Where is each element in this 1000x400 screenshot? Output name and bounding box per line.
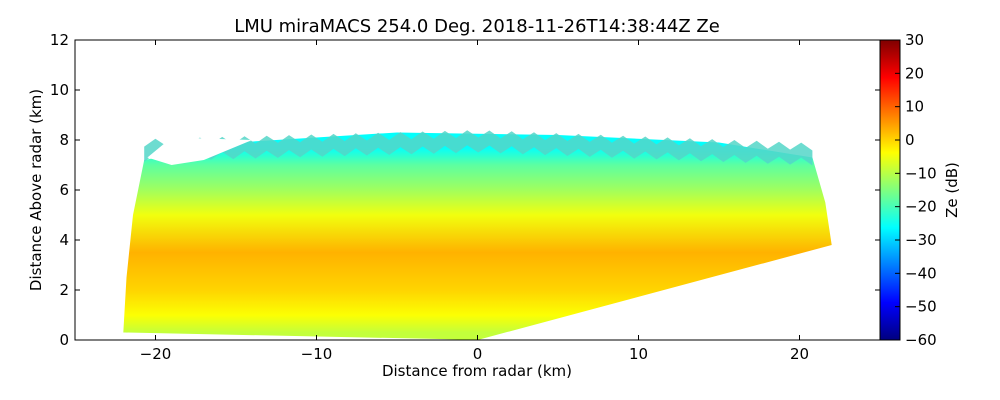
reflectivity-echo — [123, 132, 832, 340]
y-axis: 0 2 4 6 8 10 12 — [50, 31, 880, 349]
y-tick-label: 10 — [50, 81, 69, 99]
y-tick-label: 12 — [50, 31, 69, 49]
x-axis-label: Distance from radar (km) — [382, 362, 572, 380]
colorbar — [879, 39, 901, 341]
x-tick-label: 20 — [790, 345, 809, 363]
cloud-top-fringe — [144, 130, 813, 166]
x-tick-label: −20 — [140, 345, 172, 363]
colorbar-tick-label: 20 — [905, 64, 924, 82]
colorbar-tick-label: −10 — [905, 164, 937, 182]
x-axis: −20 −10 0 10 20 — [140, 40, 809, 363]
colorbar-axis: 30 20 10 0 −10 −20 −30 −40 −50 −60 — [895, 31, 937, 349]
colorbar-tick-label: −60 — [905, 331, 937, 349]
colorbar-tick-label: −20 — [905, 198, 937, 216]
colorbar-tick-label: −30 — [905, 231, 937, 249]
echo-layer — [123, 130, 832, 340]
x-tick-label: 10 — [629, 345, 648, 363]
y-tick-label: 2 — [59, 281, 69, 299]
y-tick-label: 8 — [59, 131, 69, 149]
colorbar-tick-label: 0 — [905, 131, 915, 149]
y-tick-label: 4 — [59, 231, 69, 249]
y-tick-label: 6 — [59, 181, 69, 199]
y-tick-label: 0 — [59, 331, 69, 349]
y-axis-label: Distance Above radar (km) — [27, 89, 45, 291]
chart-title: LMU miraMACS 254.0 Deg. 2018-11-26T14:38… — [234, 16, 720, 37]
colorbar-tick-label: −50 — [905, 298, 937, 316]
colorbar-label: Ze (dB) — [943, 162, 961, 218]
colorbar-tick-label: 30 — [905, 31, 924, 49]
x-tick-label: 0 — [473, 345, 483, 363]
echo-gap — [147, 137, 253, 165]
x-tick-label: −10 — [301, 345, 333, 363]
colorbar-tick-label: 10 — [905, 98, 924, 116]
colorbar-tick-label: −40 — [905, 264, 937, 282]
